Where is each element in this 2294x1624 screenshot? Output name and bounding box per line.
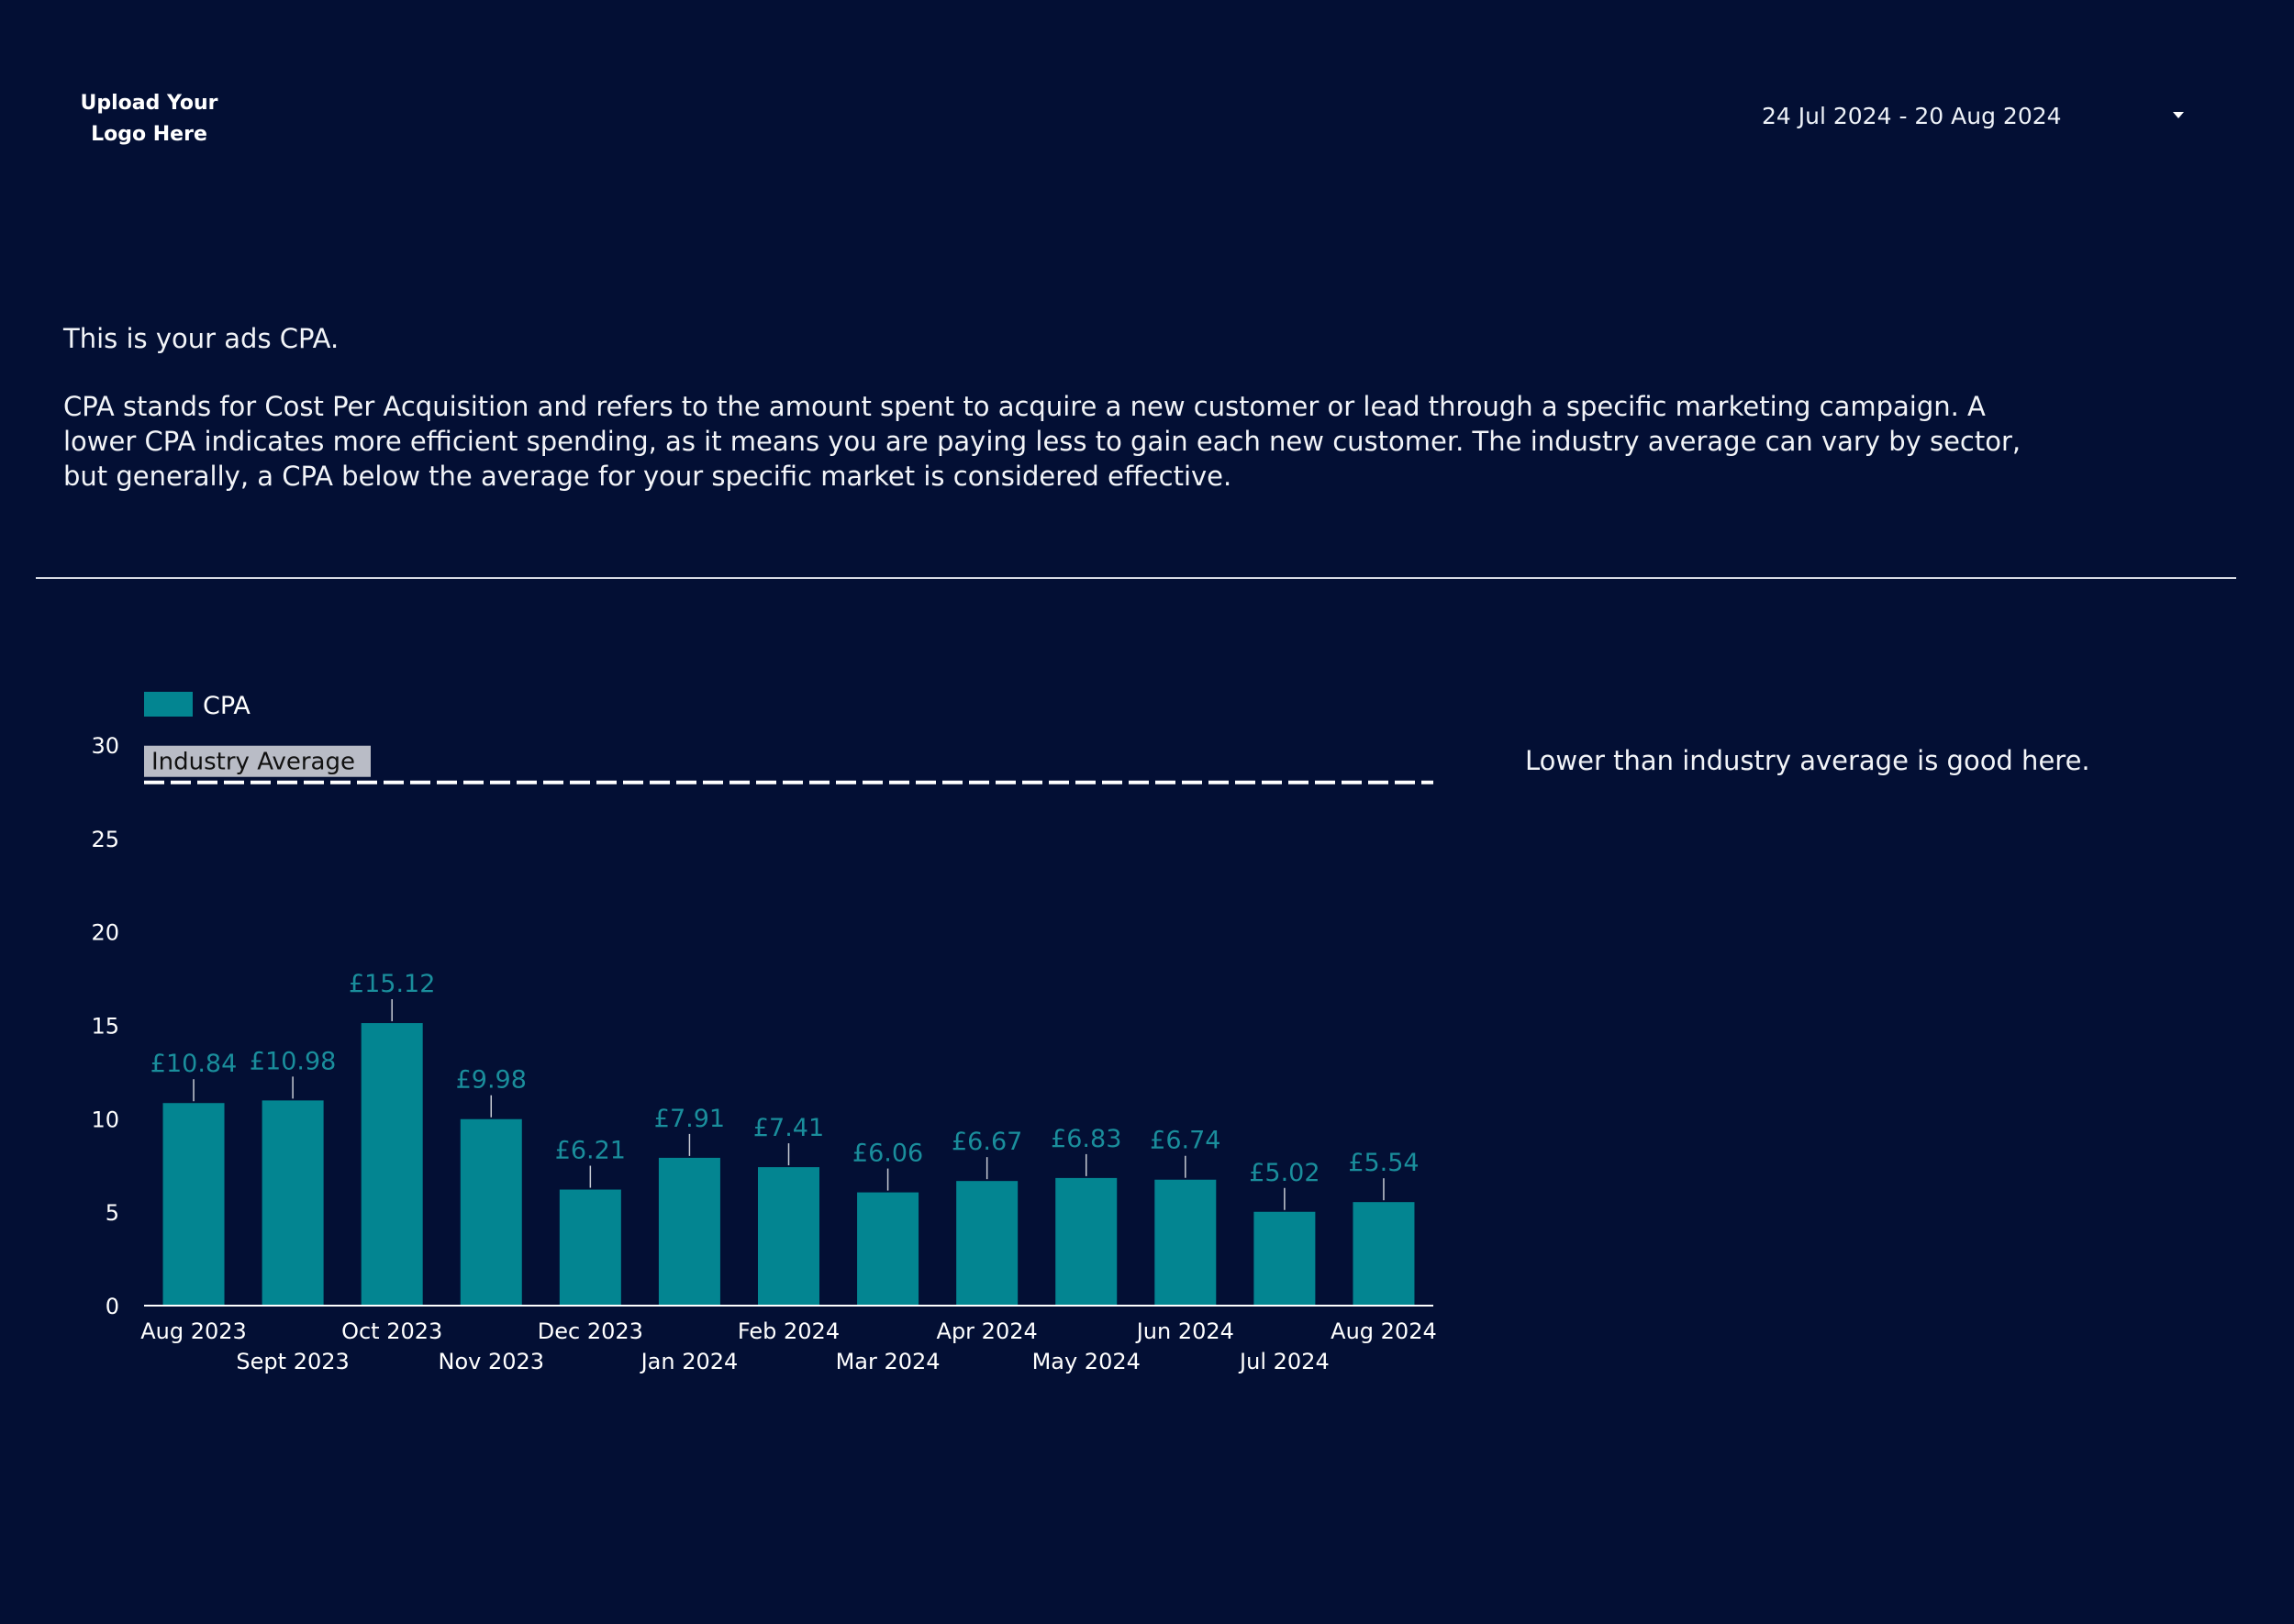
y-tick-label: 25 xyxy=(91,827,119,852)
bar-value-label: £6.06 xyxy=(852,1140,923,1168)
cpa-bar-chart: CPA 0 5 10 15 20 25 30 £10.84 £10.98 £15.12 £9.98 £6… xyxy=(91,692,1437,1374)
intro-heading: This is your ads CPA. xyxy=(63,323,340,354)
legend-swatch xyxy=(144,692,193,717)
bar xyxy=(361,1023,423,1306)
y-tick-label: 20 xyxy=(91,920,119,946)
y-tick-label: 15 xyxy=(91,1014,119,1040)
bar xyxy=(658,1157,720,1306)
x-tick-label: Aug 2023 xyxy=(140,1318,247,1344)
intro-description: CPA stands for Cost Per Acquisition and … xyxy=(63,391,2021,492)
x-tick-label: Feb 2024 xyxy=(738,1318,840,1344)
x-tick-label: Mar 2024 xyxy=(836,1349,941,1374)
bar-value-label: £7.41 xyxy=(753,1114,824,1142)
section-divider xyxy=(36,577,2236,579)
date-range-text: 24 Jul 2024 - 20 Aug 2024 xyxy=(1762,102,2062,129)
bar-value-label: £7.91 xyxy=(654,1105,725,1133)
bar xyxy=(162,1103,225,1306)
bar xyxy=(1253,1211,1316,1306)
bar xyxy=(956,1181,1019,1306)
bar-value-label: £6.21 xyxy=(555,1137,626,1165)
y-tick-label: 10 xyxy=(91,1107,119,1132)
y-tick-label: 30 xyxy=(91,733,119,759)
bar xyxy=(460,1118,522,1306)
bar-value-label: £6.83 xyxy=(1051,1125,1121,1153)
bar xyxy=(262,1100,324,1306)
x-tick-label: Aug 2024 xyxy=(1331,1318,1437,1344)
x-tick-label: Sept 2023 xyxy=(236,1349,349,1374)
bar xyxy=(857,1192,919,1306)
legend-label: CPA xyxy=(203,692,251,720)
industry-average-label-bg xyxy=(144,745,371,777)
bar xyxy=(559,1189,621,1306)
x-tick-label: Jun 2024 xyxy=(1135,1318,1234,1344)
y-tick-label: 0 xyxy=(106,1294,119,1319)
x-tick-label: Dec 2023 xyxy=(538,1318,643,1344)
bar-value-label: £15.12 xyxy=(349,970,435,998)
intro-section: This is your ads CPA. CPA stands for Cos… xyxy=(63,321,2082,494)
bar-value-label: £10.84 xyxy=(150,1050,237,1078)
chart-note: Lower than industry average is good here… xyxy=(1525,745,2090,776)
bar xyxy=(757,1167,820,1306)
bar-value-label: £9.98 xyxy=(456,1066,527,1095)
industry-average-label: Industry Average xyxy=(151,749,355,776)
bar-value-label: £6.67 xyxy=(952,1128,1022,1156)
bar-value-label: £5.02 xyxy=(1249,1159,1320,1187)
x-tick-label: Apr 2024 xyxy=(937,1318,1038,1344)
x-tick-label: May 2024 xyxy=(1032,1349,1141,1374)
x-tick-label: Nov 2023 xyxy=(438,1349,544,1374)
logo-placeholder: Upload Your Logo Here xyxy=(80,92,218,146)
bar xyxy=(1353,1202,1415,1306)
bar xyxy=(1154,1179,1217,1306)
x-tick-label: Oct 2023 xyxy=(341,1318,442,1344)
bar-value-label: £5.54 xyxy=(1348,1149,1419,1177)
bar xyxy=(1055,1177,1118,1306)
chevron-down-icon[interactable] xyxy=(2173,112,2184,118)
bar-value-label: £6.74 xyxy=(1150,1127,1220,1155)
date-range-selector[interactable]: 24 Jul 2024 - 20 Aug 2024 xyxy=(1762,95,2184,136)
x-tick-label: Jan 2024 xyxy=(640,1349,739,1374)
x-tick-label: Jul 2024 xyxy=(1238,1349,1330,1374)
y-tick-label: 5 xyxy=(106,1200,119,1226)
bar-value-label: £10.98 xyxy=(250,1047,336,1075)
